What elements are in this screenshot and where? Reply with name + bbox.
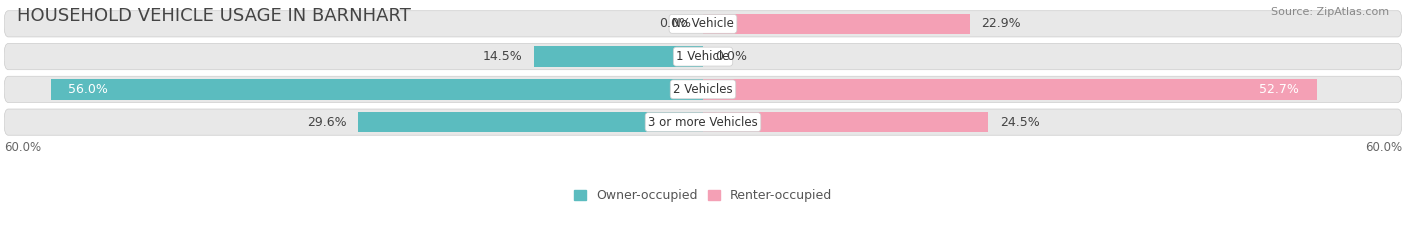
FancyBboxPatch shape <box>4 109 1402 135</box>
Text: Source: ZipAtlas.com: Source: ZipAtlas.com <box>1271 7 1389 17</box>
Bar <box>703 14 970 34</box>
Bar <box>51 79 703 99</box>
Text: 0.0%: 0.0% <box>714 50 747 63</box>
Text: 52.7%: 52.7% <box>1260 83 1299 96</box>
Bar <box>703 112 988 132</box>
Text: HOUSEHOLD VEHICLE USAGE IN BARNHART: HOUSEHOLD VEHICLE USAGE IN BARNHART <box>17 7 411 25</box>
Text: 60.0%: 60.0% <box>4 141 41 154</box>
Legend: Owner-occupied, Renter-occupied: Owner-occupied, Renter-occupied <box>568 184 838 207</box>
Bar <box>534 46 703 67</box>
FancyBboxPatch shape <box>4 76 1402 103</box>
Text: 60.0%: 60.0% <box>1365 141 1402 154</box>
Text: 3 or more Vehicles: 3 or more Vehicles <box>648 116 758 129</box>
Text: 14.5%: 14.5% <box>482 50 523 63</box>
Text: 22.9%: 22.9% <box>981 17 1021 30</box>
Bar <box>359 112 703 132</box>
Text: 29.6%: 29.6% <box>307 116 347 129</box>
FancyBboxPatch shape <box>4 44 1402 70</box>
Text: 0.0%: 0.0% <box>659 17 692 30</box>
Bar <box>703 79 1317 99</box>
Text: 2 Vehicles: 2 Vehicles <box>673 83 733 96</box>
Text: No Vehicle: No Vehicle <box>672 17 734 30</box>
Text: 24.5%: 24.5% <box>1000 116 1040 129</box>
FancyBboxPatch shape <box>4 11 1402 37</box>
Text: 1 Vehicle: 1 Vehicle <box>676 50 730 63</box>
Text: 56.0%: 56.0% <box>69 83 108 96</box>
